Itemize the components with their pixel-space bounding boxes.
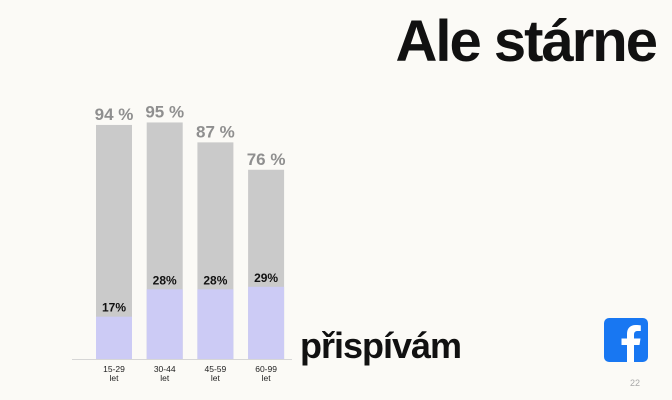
data-label-contributing: 17% [102,301,126,315]
bar-contributing [248,286,285,359]
caption-text: přispívám [300,325,462,366]
x-tick-label: 15-29 [103,364,125,374]
bar-contributing [197,289,234,359]
x-tick-label: 45-59 [205,364,227,374]
data-label-total: 76 % [247,150,286,169]
facebook-icon [604,318,648,362]
x-tick-label: let [211,373,221,383]
slide-title: Ale stárne [395,9,658,74]
data-label-contributing: 28% [203,273,227,287]
x-tick-label: let [160,373,170,383]
data-label-contributing: 29% [254,271,278,285]
bar-contributing [146,289,183,359]
x-tick-label: 60-99 [255,364,277,374]
bar-contributing [96,316,132,359]
data-label-total: 95 % [145,102,184,121]
x-tick-label: 30-44 [154,364,176,374]
x-tick-label: let [262,373,272,383]
data-label-contributing: 28% [153,273,177,287]
data-label-total: 87 % [196,122,235,141]
data-label-total: 94 % [95,105,134,124]
x-tick-label: let [110,373,120,383]
page-number: 22 [630,378,641,388]
